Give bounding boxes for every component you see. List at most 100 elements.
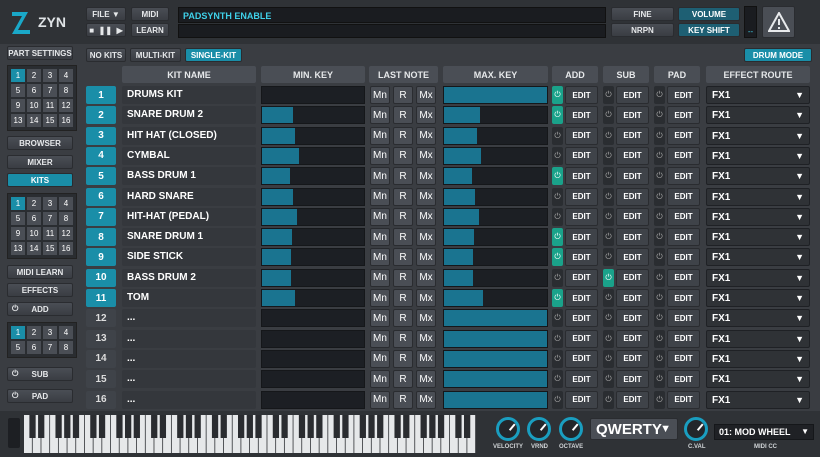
add-enable-power-icon[interactable]: ⏻ xyxy=(552,268,563,287)
max-key-learn-button[interactable]: Mx xyxy=(416,106,436,125)
max-key-slider[interactable] xyxy=(443,228,548,247)
add-edit-button[interactable]: EDIT xyxy=(565,248,598,267)
min-key-learn-button[interactable]: Mn xyxy=(370,126,390,145)
add-enable-power-icon[interactable]: ⏻ xyxy=(552,86,563,104)
add-edit-button[interactable]: EDIT xyxy=(565,349,598,368)
min-key-learn-button[interactable]: Mn xyxy=(370,390,390,409)
min-key-learn-button[interactable]: Mn xyxy=(370,146,390,165)
grid-cell[interactable]: 9 xyxy=(11,227,25,240)
effect-route-select[interactable]: FX1 ▼ xyxy=(706,289,810,307)
black-key[interactable] xyxy=(29,415,36,438)
max-key-learn-button[interactable]: Mx xyxy=(416,309,436,328)
cval-knob[interactable] xyxy=(684,417,708,441)
add-enable-power-icon[interactable]: ⏻ xyxy=(552,370,563,389)
kit-number[interactable]: 2 xyxy=(86,106,116,125)
white-key[interactable] xyxy=(180,415,189,453)
min-key-learn-button[interactable]: Mn xyxy=(370,228,390,247)
midi-button[interactable]: MIDI xyxy=(131,7,169,21)
max-key-learn-button[interactable]: Mx xyxy=(416,390,436,409)
max-key-learn-button[interactable]: Mx xyxy=(416,268,436,287)
white-key[interactable] xyxy=(345,415,354,453)
add-enable-power-icon[interactable]: ⏻ xyxy=(552,248,563,267)
black-key[interactable] xyxy=(333,415,340,438)
black-key[interactable] xyxy=(116,415,123,438)
white-key[interactable] xyxy=(50,415,58,453)
grid-cell[interactable]: 6 xyxy=(27,341,41,354)
white-key[interactable] xyxy=(397,415,406,453)
vrnd-knob[interactable] xyxy=(527,417,551,441)
warning-button[interactable] xyxy=(762,6,795,38)
black-key[interactable] xyxy=(38,415,45,438)
black-key[interactable] xyxy=(151,415,158,438)
part-settings-button[interactable]: PART SETTINGS xyxy=(7,46,73,60)
add-edit-button[interactable]: EDIT xyxy=(565,86,598,104)
mixer-button[interactable]: MIXER xyxy=(7,155,73,169)
pause-icon[interactable]: ❚❚ xyxy=(98,25,113,35)
grid-cell[interactable]: 13 xyxy=(11,242,25,255)
add-enable-power-icon[interactable]: ⏻ xyxy=(552,309,563,328)
add-enable-power-icon[interactable]: ⏻ xyxy=(552,228,563,247)
power-icon[interactable]: ⏻ xyxy=(12,391,19,400)
pad-edit-button[interactable]: EDIT xyxy=(667,370,700,389)
learn-button[interactable]: LEARN xyxy=(131,23,169,37)
max-key-slider[interactable] xyxy=(443,207,548,226)
min-key-learn-button[interactable]: Mn xyxy=(370,309,390,328)
max-key-learn-button[interactable]: Mx xyxy=(416,126,436,145)
min-key-slider[interactable] xyxy=(261,309,365,328)
pad-enable-power-icon[interactable]: ⏻ xyxy=(654,207,665,226)
white-key[interactable] xyxy=(119,415,128,453)
kit-name-field[interactable]: HIT-HAT (PEDAL) xyxy=(122,207,256,226)
reset-keys-button[interactable]: R xyxy=(393,289,413,307)
white-key[interactable] xyxy=(363,415,371,453)
black-key[interactable] xyxy=(220,415,227,438)
reset-keys-button[interactable]: R xyxy=(393,126,413,145)
sub-edit-button[interactable]: EDIT xyxy=(616,289,649,307)
white-key[interactable] xyxy=(336,415,345,453)
effect-route-select[interactable]: FX1 ▼ xyxy=(706,106,810,125)
pad-edit-button[interactable]: EDIT xyxy=(667,167,700,186)
kit-name-field[interactable]: ... xyxy=(122,370,256,389)
white-key[interactable] xyxy=(415,415,424,453)
white-key[interactable] xyxy=(206,415,215,453)
white-key[interactable] xyxy=(58,415,67,453)
grid-cell[interactable]: 16 xyxy=(59,242,73,255)
white-key[interactable] xyxy=(163,415,171,453)
grid-cell[interactable]: 4 xyxy=(59,197,73,210)
volume-button[interactable]: VOLUME xyxy=(678,7,740,21)
grid-cell[interactable]: 2 xyxy=(27,197,41,210)
white-key[interactable] xyxy=(102,415,111,453)
pad-edit-button[interactable]: EDIT xyxy=(667,329,700,348)
grid-cell[interactable]: 1 xyxy=(11,326,25,339)
kit-number[interactable]: 9 xyxy=(86,248,116,267)
add-edit-button[interactable]: EDIT xyxy=(565,370,598,389)
white-key[interactable] xyxy=(432,415,441,453)
add-enable-power-icon[interactable]: ⏻ xyxy=(552,349,563,368)
white-key[interactable] xyxy=(197,415,206,453)
sub-enable-power-icon[interactable]: ⏻ xyxy=(603,349,614,368)
max-key-learn-button[interactable]: Mx xyxy=(416,329,436,348)
black-key[interactable] xyxy=(307,415,314,438)
black-key[interactable] xyxy=(159,415,167,438)
max-key-learn-button[interactable]: Mx xyxy=(416,167,436,186)
black-key[interactable] xyxy=(185,415,193,438)
min-key-slider[interactable] xyxy=(261,248,365,267)
sub-enable-power-icon[interactable]: ⏻ xyxy=(603,268,614,287)
grid-cell[interactable]: 12 xyxy=(59,99,73,112)
max-key-slider[interactable] xyxy=(443,390,548,409)
kit-name-field[interactable]: BASS DRUM 2 xyxy=(122,268,256,287)
black-key[interactable] xyxy=(342,415,349,438)
min-key-slider[interactable] xyxy=(261,370,365,389)
min-key-slider[interactable] xyxy=(261,126,365,145)
pad-enable-power-icon[interactable]: ⏻ xyxy=(654,106,665,125)
effect-route-select[interactable]: FX1 ▼ xyxy=(706,329,810,348)
power-icon[interactable]: ⏻ xyxy=(12,369,19,378)
white-key[interactable] xyxy=(41,415,50,453)
grid-cell[interactable]: 9 xyxy=(11,99,25,112)
drum-mode-button[interactable]: DRUM MODE xyxy=(744,48,812,62)
black-key[interactable] xyxy=(125,415,132,438)
sub-edit-button[interactable]: EDIT xyxy=(616,187,649,206)
kit-number[interactable]: 3 xyxy=(86,126,116,145)
add-edit-button[interactable]: EDIT xyxy=(565,187,598,206)
grid-cell[interactable]: 3 xyxy=(43,69,57,82)
pad-enable-power-icon[interactable]: ⏻ xyxy=(654,309,665,328)
